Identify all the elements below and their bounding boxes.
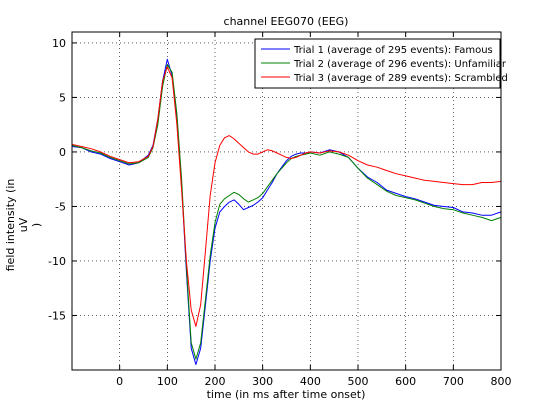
y-tick-label: -5 (55, 200, 66, 213)
y-axis-label-line-3: ) (30, 223, 43, 227)
x-axis-label: time (in ms after time onset) (207, 388, 366, 401)
x-tick-label: 800 (491, 375, 512, 388)
series-line-unfamiliar (71, 64, 502, 360)
x-tick-label: 500 (348, 375, 369, 388)
axis-ticks: 0 100 200 300 400 500 600 700 800 10 5 0 -5 -10 -15 (48, 32, 512, 388)
series-line-scrambled (71, 66, 502, 327)
y-tick-label: -15 (48, 309, 66, 322)
y-tick-label: -10 (48, 255, 66, 268)
x-tick-label: 600 (395, 375, 416, 388)
legend-entry-unfamiliar: Trial 2 (average of 296 events): Unfamil… (293, 59, 507, 70)
y-tick-label: 5 (59, 91, 66, 104)
x-tick-label: 700 (443, 375, 464, 388)
y-axis-label: field intensity (in uV ) (4, 179, 43, 272)
chart-title: channel EEG070 (EEG) (224, 15, 349, 28)
legend: Trial 1 (average of 295 events): Famous … (254, 38, 508, 89)
x-tick-label: 300 (252, 375, 273, 388)
legend-entry-scrambled: Trial 3 (average of 289 events): Scrambl… (293, 73, 508, 84)
x-tick-label: 400 (300, 375, 321, 388)
x-tick-label: 0 (116, 375, 123, 388)
legend-box (254, 38, 501, 89)
x-tick-label: 100 (157, 375, 178, 388)
y-axis-label-line-1: field intensity (in (4, 179, 17, 272)
series-lines (71, 58, 502, 365)
y-tick-label: 0 (59, 146, 66, 159)
y-tick-label: 10 (52, 37, 66, 50)
x-tick-label: 200 (205, 375, 226, 388)
plot-frame (71, 31, 502, 371)
y-axis-label-line-2: uV (17, 217, 30, 232)
legend-entry-famous: Trial 1 (average of 295 events): Famous (293, 45, 493, 56)
